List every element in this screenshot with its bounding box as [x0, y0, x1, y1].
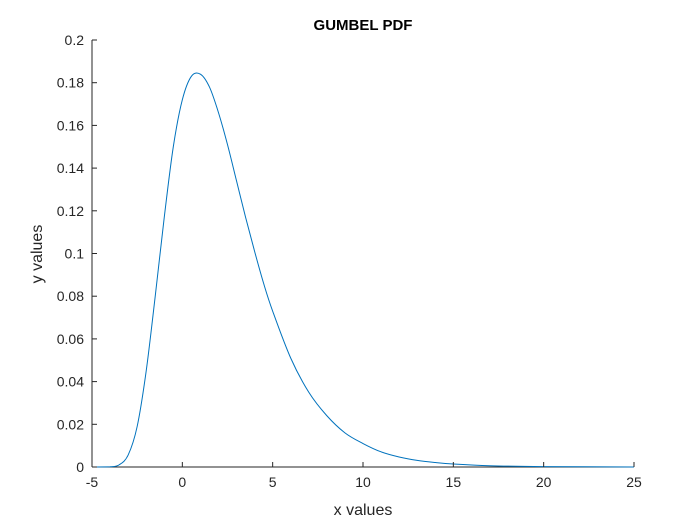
chart-title: GUMBEL PDF: [314, 17, 413, 34]
x-tick-label: 15: [446, 474, 462, 490]
x-tick-label: 25: [626, 474, 642, 490]
y-tick-label: 0.04: [57, 374, 84, 390]
y-axis-label: y values: [29, 225, 46, 284]
y-tick-label: 0.06: [57, 331, 84, 347]
x-tick-label: 10: [355, 474, 371, 490]
y-tick-label: 0.12: [57, 203, 84, 219]
x-tick-label: 5: [269, 474, 277, 490]
x-axis-label: x values: [334, 502, 393, 519]
x-tick-label: 20: [536, 474, 552, 490]
y-tick-label: 0.1: [65, 246, 85, 262]
ticks-layer: -5 0 5 10 15 20 2500.020.040.060.080.10.120.14…: [57, 32, 642, 490]
y-tick-label: 0.18: [57, 75, 84, 91]
y-tick-label: 0.2: [65, 32, 85, 48]
y-tick-label: 0: [76, 459, 84, 475]
series-layer: [91, 72, 635, 468]
series-line-0: [91, 72, 635, 468]
y-tick-label: 0.02: [57, 416, 84, 432]
y-tick-label: 0.08: [57, 288, 84, 304]
y-tick-label: 0.14: [57, 160, 84, 176]
x-tick-label: -5: [86, 474, 99, 490]
x-tick-label: 0: [178, 474, 186, 490]
y-tick-label: 0.16: [57, 117, 84, 133]
